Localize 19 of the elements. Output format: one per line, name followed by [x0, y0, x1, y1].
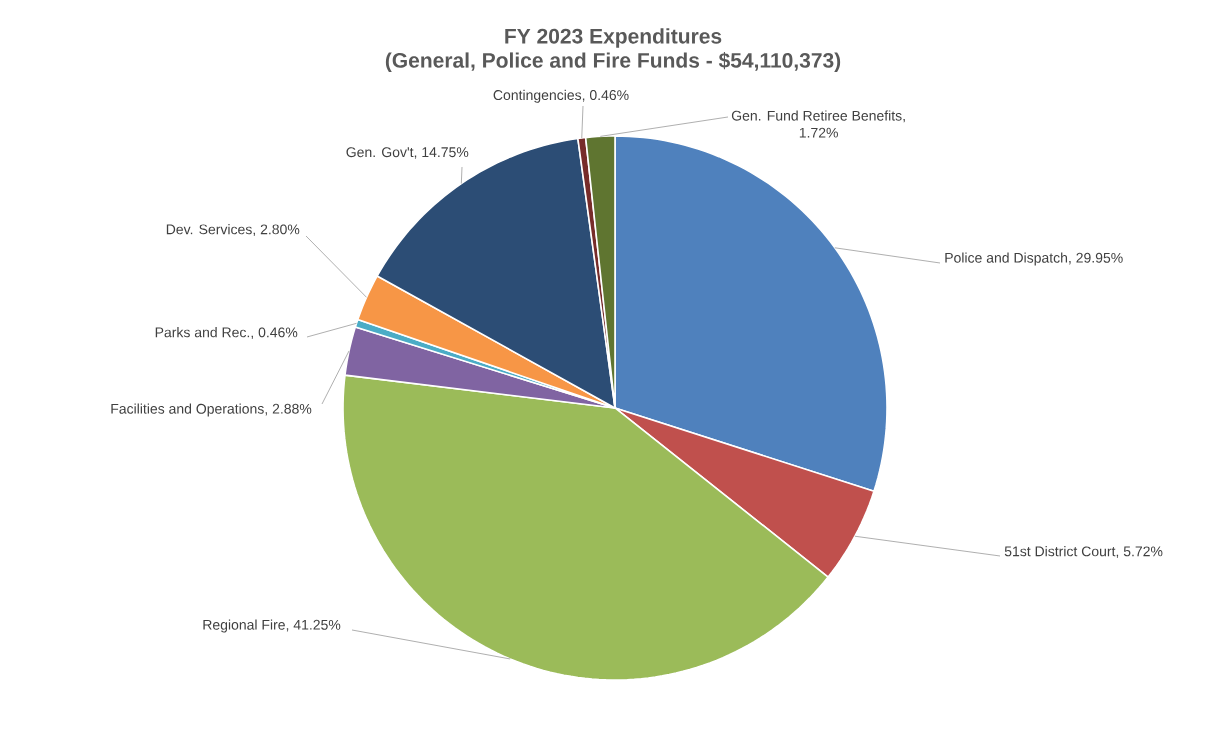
slice-label: 51st District Court [1004, 546, 1116, 557]
data-label: , 0.46% [582, 90, 629, 102]
chart-subtitle: (General, Police and Fire Funds - $54,110,373) [385, 52, 841, 72]
slice-label: Gen. Gov't [346, 147, 414, 158]
data-label: , 2.88% [265, 403, 312, 416]
slice-label: Parks and Rec. [155, 327, 250, 338]
chart-title: FY 2023 Expenditures [505, 28, 722, 48]
data-label: , 5.72% [1116, 546, 1163, 558]
data-label: , 2.80% [253, 224, 300, 236]
slice-label: Regional Fire [203, 619, 285, 633]
slice-label: Gen. Fund Retiree Benefits [731, 110, 902, 121]
data-label: , 29.95% [1069, 252, 1123, 265]
slice-label: Police and Dispatch [945, 252, 1068, 266]
data-label: , 0.46% [251, 327, 298, 339]
data-label: , 41.25% [286, 619, 341, 632]
slice-label: Dev. Services [166, 224, 252, 235]
slice-label: Contingencies [493, 89, 582, 103]
data-label: , 14.75% [414, 147, 469, 159]
slice-label: Facilities and Operations [111, 403, 264, 417]
